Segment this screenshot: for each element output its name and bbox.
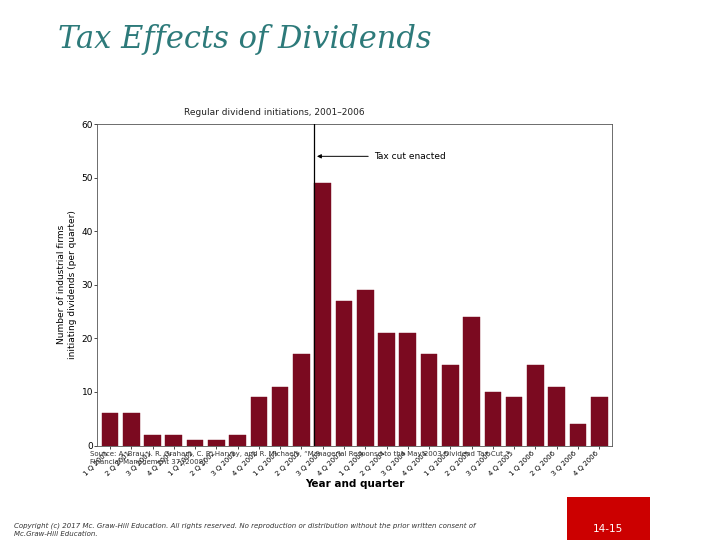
- Bar: [315, 183, 331, 445]
- Bar: [293, 354, 310, 446]
- Text: 14-15: 14-15: [593, 523, 624, 534]
- Bar: [229, 435, 246, 446]
- Bar: [144, 435, 161, 446]
- Text: Source: A. Brau, J. R. Graham, C. R. Harvey, and R. Michaely, “Managerial Respon: Source: A. Brau, J. R. Graham, C. R. Har…: [90, 451, 509, 465]
- Bar: [123, 414, 140, 445]
- Bar: [336, 301, 352, 446]
- Bar: [251, 397, 267, 446]
- Bar: [463, 317, 480, 445]
- Bar: [591, 397, 608, 446]
- Bar: [527, 365, 544, 446]
- Text: Regular dividend initiations, 2001–2006: Regular dividend initiations, 2001–2006: [184, 109, 364, 117]
- Text: 14.5: 14.5: [135, 108, 159, 118]
- Bar: [400, 333, 416, 446]
- Y-axis label: Number of industrial firms
initiating dividends (per quarter): Number of industrial firms initiating di…: [57, 211, 77, 359]
- Text: Copyright (c) 2017 Mc. Graw-Hill Education. All rights reserved. No reproduction: Copyright (c) 2017 Mc. Graw-Hill Educati…: [14, 523, 476, 537]
- Text: Tax Effects of Dividends: Tax Effects of Dividends: [58, 24, 431, 55]
- Bar: [186, 440, 203, 445]
- Bar: [442, 365, 459, 446]
- Text: Tax cut enacted: Tax cut enacted: [318, 152, 446, 161]
- Bar: [570, 424, 586, 446]
- Bar: [378, 333, 395, 446]
- Bar: [166, 435, 182, 446]
- Bar: [208, 440, 225, 445]
- Bar: [485, 392, 501, 445]
- Bar: [506, 397, 523, 446]
- Bar: [549, 387, 565, 446]
- X-axis label: Year and quarter: Year and quarter: [305, 480, 405, 489]
- Bar: [102, 414, 118, 445]
- Bar: [272, 387, 289, 446]
- Bar: [420, 354, 437, 446]
- Text: FIGURE: FIGURE: [98, 109, 130, 117]
- Bar: [357, 290, 374, 446]
